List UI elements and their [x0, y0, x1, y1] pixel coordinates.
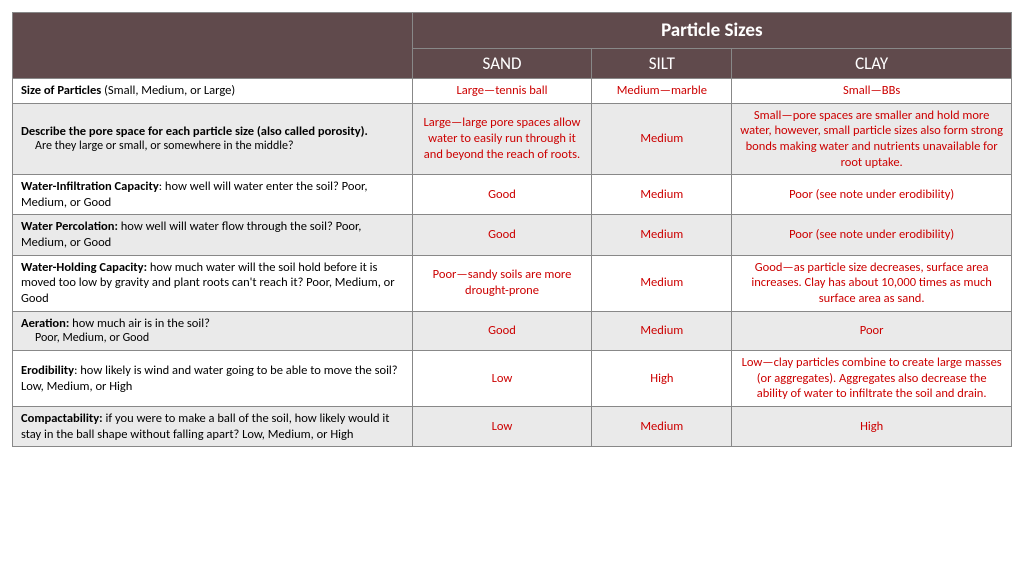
cell-silt: Medium—marble: [592, 79, 732, 104]
cell-clay: Small—BBs: [732, 79, 1012, 104]
row-label: Water-Holding Capacity: how much water w…: [13, 255, 413, 311]
cell-sand: Good: [412, 175, 592, 215]
col-clay: CLAY: [732, 49, 1012, 79]
row-label: Water Percolation: how well will water f…: [13, 215, 413, 255]
cell-sand: Low: [412, 351, 592, 407]
table-row: Compactability: if you were to make a ba…: [13, 407, 1012, 447]
cell-sand: Poor—sandy soils are more drought-prone: [412, 255, 592, 311]
cell-sand: Good: [412, 215, 592, 255]
col-silt: SILT: [592, 49, 732, 79]
cell-clay: Poor (see note under erodibility): [732, 175, 1012, 215]
table-row: Water-Infiltration Capacity: how well wi…: [13, 175, 1012, 215]
row-label: Erodibility: how likely is wind and wate…: [13, 351, 413, 407]
particle-size-table: Particle Sizes SAND SILT CLAY Size of Pa…: [12, 12, 1012, 447]
row-label: Size of Particles (Small, Medium, or Lar…: [13, 79, 413, 104]
cell-silt: Medium: [592, 311, 732, 351]
cell-silt: Medium: [592, 215, 732, 255]
header-blank: [13, 13, 413, 79]
cell-sand: Large—tennis ball: [412, 79, 592, 104]
cell-clay: Low—clay particles combine to create lar…: [732, 351, 1012, 407]
cell-clay: High: [732, 407, 1012, 447]
header-title: Particle Sizes: [412, 13, 1011, 49]
table-row: Describe the pore space for each particl…: [13, 103, 1012, 175]
row-label: Aeration: how much air is in the soil?Po…: [13, 311, 413, 351]
cell-silt: High: [592, 351, 732, 407]
cell-clay: Small—pore spaces are smaller and hold m…: [732, 103, 1012, 175]
cell-clay: Poor (see note under erodibility): [732, 215, 1012, 255]
cell-silt: Medium: [592, 175, 732, 215]
row-label: Water-Infiltration Capacity: how well wi…: [13, 175, 413, 215]
cell-clay: Poor: [732, 311, 1012, 351]
table-row: Aeration: how much air is in the soil?Po…: [13, 311, 1012, 351]
table-row: Size of Particles (Small, Medium, or Lar…: [13, 79, 1012, 104]
row-label: Compactability: if you were to make a ba…: [13, 407, 413, 447]
cell-silt: Medium: [592, 103, 732, 175]
cell-silt: Medium: [592, 407, 732, 447]
table-row: Erodibility: how likely is wind and wate…: [13, 351, 1012, 407]
cell-clay: Good—as particle size decreases, surface…: [732, 255, 1012, 311]
cell-sand: Large—large pore spaces allow water to e…: [412, 103, 592, 175]
row-label: Describe the pore space for each particl…: [13, 103, 413, 175]
cell-silt: Medium: [592, 255, 732, 311]
cell-sand: Low: [412, 407, 592, 447]
col-sand: SAND: [412, 49, 592, 79]
table-row: Water Percolation: how well will water f…: [13, 215, 1012, 255]
table-row: Water-Holding Capacity: how much water w…: [13, 255, 1012, 311]
cell-sand: Good: [412, 311, 592, 351]
